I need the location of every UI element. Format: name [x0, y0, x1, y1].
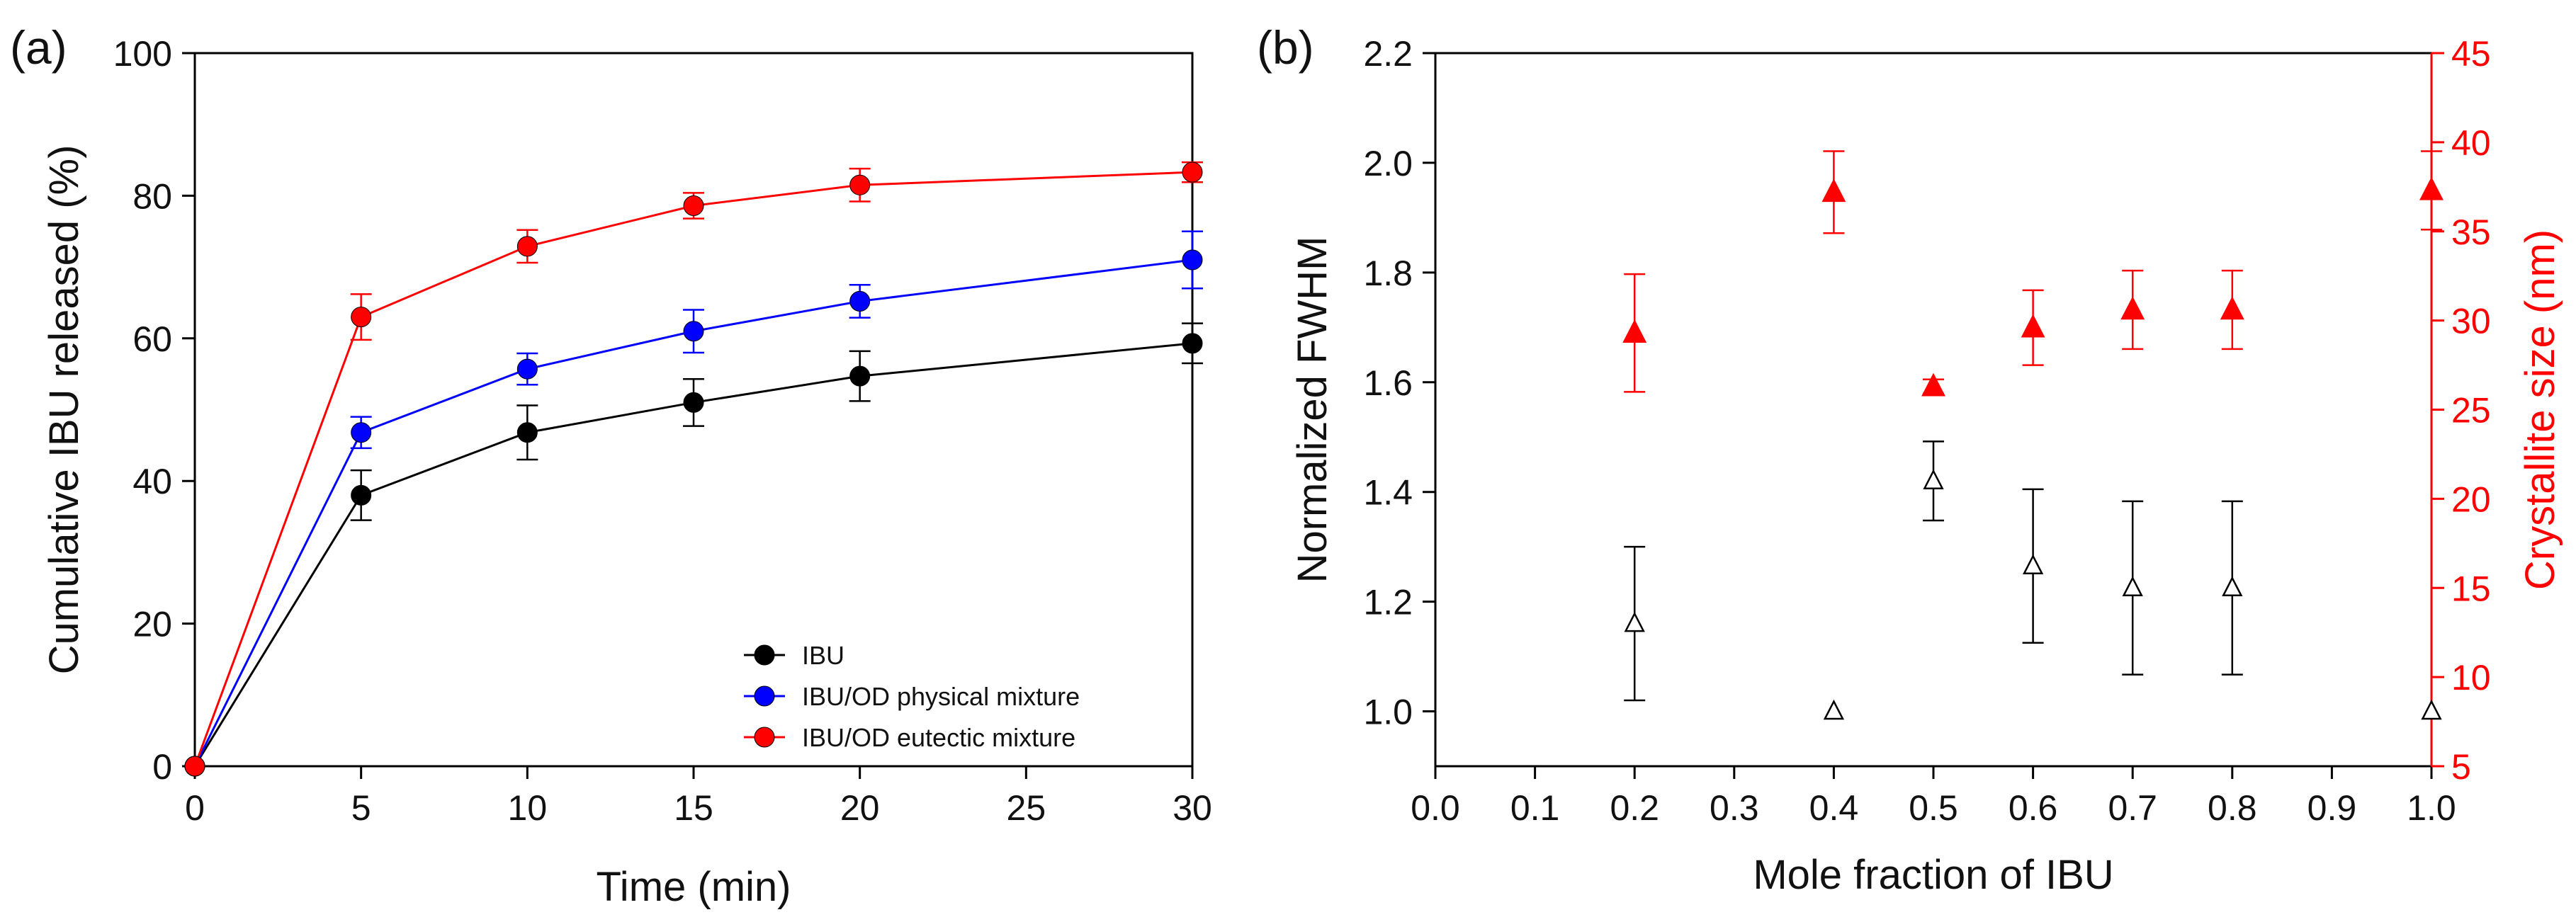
y2-tick-label: 45: [2451, 34, 2491, 74]
y-tick-label: 2.2: [1363, 34, 1413, 74]
x-tick-label: 5: [351, 788, 371, 828]
y-tick-label: 60: [132, 319, 172, 359]
y-tick-label: 1.2: [1363, 583, 1413, 622]
crystallite-point: [1821, 178, 1846, 203]
y2-tick-label: 20: [2451, 479, 2491, 519]
y-tick-label: 1.6: [1363, 363, 1413, 403]
y2-tick-label: 25: [2451, 391, 2491, 431]
x-axis-title: Mole fraction of IBU: [1753, 852, 2113, 898]
data-point: [184, 756, 205, 777]
y2-tick-label: 40: [2451, 123, 2491, 163]
x-tick-label: 0.9: [2307, 788, 2357, 828]
data-point: [849, 174, 871, 195]
legend-label: IBU/OD eutectic mixture: [802, 723, 1075, 752]
y2-tick-label: 5: [2451, 747, 2471, 787]
data-point: [351, 307, 372, 328]
y2-tick-label: 30: [2451, 302, 2491, 341]
crystallite-point: [2021, 314, 2045, 338]
x-tick-label: 30: [1173, 788, 1212, 828]
fwhm-point: [2222, 576, 2243, 596]
series-line: [193, 258, 1193, 767]
x-tick-label: 25: [1007, 788, 1046, 828]
data-point: [351, 422, 372, 443]
fwhm-chart: 0.0 0.1 0.2 0.3 0.4 0.5 0.6 0.7 0.8 0.9 1.0 1.0 1.2 1…: [1289, 34, 2563, 898]
fwhm-point: [2421, 699, 2442, 720]
y2-axis-title: Crystallite size (nm): [2517, 229, 2563, 590]
x-tick-label: 20: [840, 788, 880, 828]
x-tick-label: 0.6: [2009, 788, 2058, 828]
data-point: [516, 236, 538, 257]
y2-tick-label: 10: [2451, 658, 2491, 698]
y-tick-label: 1.4: [1363, 473, 1413, 513]
y-tick-label: 80: [132, 176, 172, 216]
legend-marker: [754, 727, 775, 748]
data-point: [849, 290, 871, 312]
legend-label: IBU/OD physical mixture: [802, 682, 1080, 711]
y-tick-label: 40: [132, 462, 172, 501]
panel-label-a: (a): [10, 21, 67, 74]
fwhm-point: [1923, 469, 1944, 489]
y-tick-label: 0: [152, 747, 172, 787]
crystallite-point: [2220, 296, 2244, 320]
legend-label: IBU: [802, 641, 844, 670]
data-point: [1182, 333, 1203, 354]
data-point: [683, 321, 704, 342]
x-tick-label: 0.4: [1809, 788, 1859, 828]
series-line: [193, 342, 1193, 767]
crystallite-point: [2120, 296, 2145, 320]
x-tick-label: 1.0: [2407, 788, 2456, 828]
fwhm-point: [1823, 699, 1845, 720]
fwhm-point: [1624, 611, 1645, 632]
x-tick-label: 0.8: [2208, 788, 2257, 828]
legend-marker: [754, 644, 775, 666]
x-axis-title: Time (min): [597, 864, 791, 910]
y-axis-title: Normalized FWHM: [1289, 237, 1335, 584]
data-point: [683, 195, 704, 216]
data-point: [849, 365, 871, 387]
crystallite-point: [1622, 319, 1647, 343]
series-line: [193, 171, 1193, 767]
data-point: [351, 484, 372, 506]
y-tick-label: 20: [132, 605, 172, 644]
y-tick-label: 100: [113, 34, 172, 74]
y2-tick-label: 15: [2451, 569, 2491, 608]
panel-label-b: (b): [1257, 21, 1314, 74]
x-tick-label: 0.1: [1510, 788, 1560, 828]
fwhm-point: [2022, 554, 2044, 575]
x-tick-label: 10: [508, 788, 548, 828]
x-tick-label: 0.5: [1909, 788, 1958, 828]
legend-marker: [754, 685, 775, 707]
y-tick-label: 2.0: [1363, 144, 1413, 183]
y-tick-label: 1.8: [1363, 254, 1413, 293]
fwhm-point: [2122, 576, 2143, 596]
x-tick-label: 15: [674, 788, 713, 828]
data-point: [683, 392, 704, 413]
release-chart: 0 5 10 15 20 25 30 0 20 40 60 80 100 Time (min) Cumula…: [41, 34, 1212, 910]
x-tick-label: 0.3: [1710, 788, 1759, 828]
y-tick-label: 1.0: [1363, 693, 1413, 732]
x-tick-label: 0.7: [2108, 788, 2157, 828]
crystallite-point: [1921, 372, 1945, 397]
crystallite-point: [2419, 176, 2444, 200]
y-axis-title: Cumulative IBU released (%): [41, 145, 87, 675]
data-point: [1182, 161, 1203, 183]
x-tick-label: 0.2: [1610, 788, 1659, 828]
data-point: [516, 358, 538, 380]
data-point: [1182, 249, 1203, 271]
x-tick-label: 0.0: [1411, 788, 1460, 828]
y2-tick-label: 35: [2451, 212, 2491, 252]
data-point: [516, 422, 538, 443]
x-tick-label: 0: [185, 788, 205, 828]
